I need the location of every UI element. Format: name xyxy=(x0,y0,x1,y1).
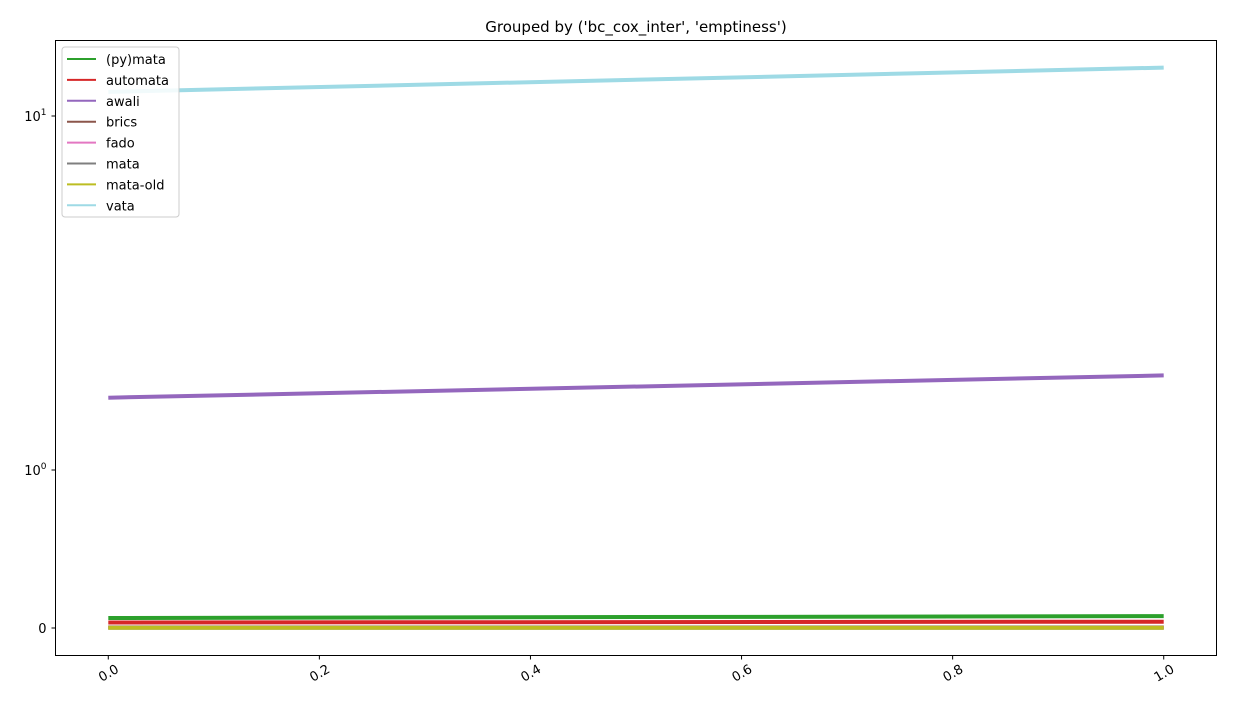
series-line-automata xyxy=(108,619,1164,625)
x-axis: 0.0 0.2 0.4 0.6 0.8 1.0 xyxy=(96,655,1177,685)
legend-box xyxy=(61,46,180,218)
legend-label: (py)mata xyxy=(106,53,166,68)
series-line-vata xyxy=(108,65,1164,94)
series-lines xyxy=(108,65,1164,630)
legend-label: awali xyxy=(106,95,140,110)
series-line-py-mata xyxy=(108,614,1164,620)
plot-frame xyxy=(55,40,1217,656)
legend-label: fado xyxy=(106,137,135,152)
legend-label: automata xyxy=(106,74,169,89)
legend-label: mata-old xyxy=(106,178,164,193)
y-tick-label: 100 xyxy=(24,462,47,479)
legend-label: mata xyxy=(106,158,140,173)
chart-title: Grouped by ('bc_cox_inter', 'emptiness') xyxy=(485,18,786,37)
y-tick-label: 101 xyxy=(24,108,46,125)
legend: (py)mata automata awali brics fado mata mata-o… xyxy=(61,46,180,218)
series-line-awali xyxy=(108,373,1164,400)
legend-label: vata xyxy=(106,199,135,214)
y-axis: 0 100 101 xyxy=(24,108,56,637)
legend-label: brics xyxy=(106,116,137,131)
y-tick-label: 0 xyxy=(38,622,46,637)
